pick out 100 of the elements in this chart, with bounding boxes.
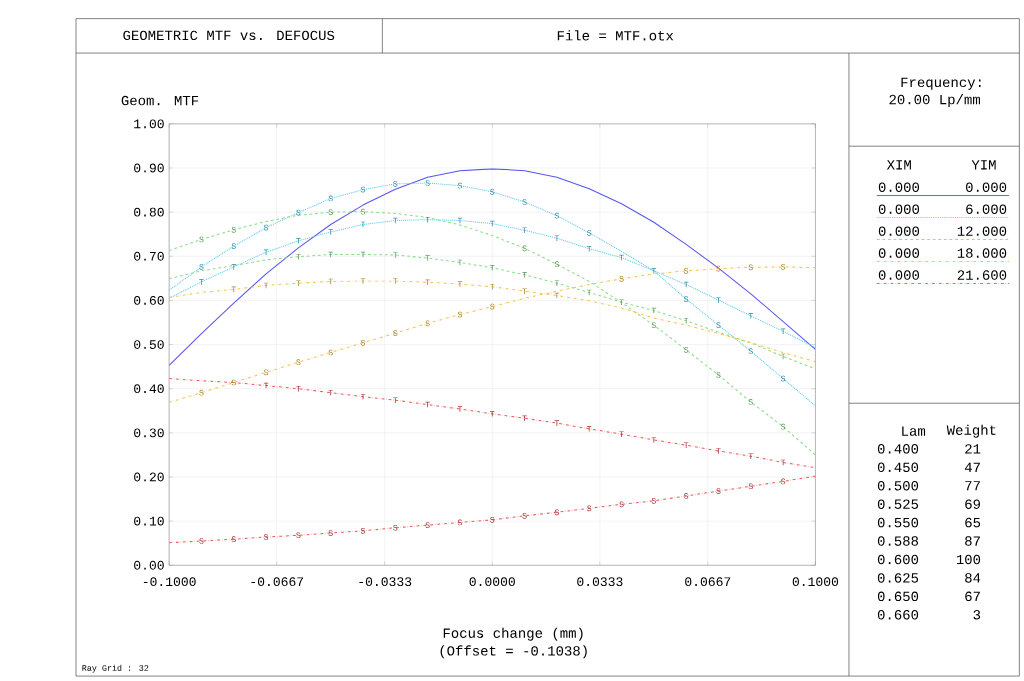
text: 21.600 [957,270,1007,280]
text: 67 [965,591,980,602]
text: S [748,348,753,355]
text: 12.000 [957,226,1007,236]
text: 65 [965,517,981,528]
text: S [522,513,527,519]
text: S [328,195,333,202]
y-tick-label: 0.60 [134,296,164,305]
text: S [231,379,236,386]
text: T [716,448,721,454]
text: T [780,328,786,335]
text: T [199,279,204,285]
text: S [393,181,398,187]
x-tick-label: -0.1000 [143,577,196,587]
text: 21 [965,444,981,454]
x-axis-title: Focus change (mm) [443,627,583,641]
text: 0.000 [878,182,920,193]
series-label: S [587,505,592,512]
text: Ray Grid : 32 [82,664,149,673]
text: S [296,359,301,366]
text: Weight [946,424,996,438]
text: S [748,264,753,271]
y-tick-label: 0.40 [134,384,164,394]
text: T [490,265,495,271]
text: T [554,420,560,427]
text: S [393,330,398,337]
y-tick-label: 1.00 [134,119,164,129]
x-tick-label: 0.0667 [685,577,731,587]
text: S [716,322,721,329]
text: 0.000 [878,248,920,258]
text: S [199,264,204,270]
text: S [328,349,333,356]
text: S [231,536,236,543]
text: 0.000 [878,270,920,280]
text: S [263,224,269,231]
text: S [360,340,366,346]
series-label: T [522,227,527,234]
text: 47 [964,462,980,473]
y-tick-label: 0.20 [134,472,164,482]
text: YIM [971,160,996,170]
text: S [780,478,786,485]
text: S [328,530,333,537]
series-label: T [263,382,269,389]
text: 18.000 [957,248,1007,258]
text: S [683,347,689,353]
text: S [716,372,721,378]
text: T [587,426,592,432]
text: T [296,280,301,287]
text: T [393,278,398,284]
text: S [651,322,656,329]
text: T [457,217,463,224]
y-tick-label: 0.50 [134,340,164,350]
text: 0.500 [877,481,919,491]
text: 0.450 [877,462,919,473]
text: S [716,488,721,495]
text: T [651,437,657,443]
text: S [554,509,559,516]
text: XIM [886,160,911,170]
text: 0.400 [877,444,919,454]
text: T [748,313,753,319]
text: S [683,493,689,499]
text: T [587,289,592,296]
text: S [296,532,301,539]
text: S [522,199,527,205]
text: T [490,284,495,290]
text: T [683,318,689,324]
text: T [296,238,301,244]
text: Frequency: [901,77,981,90]
text: T [619,254,624,261]
text: T [780,459,786,466]
text: T [457,281,463,287]
series-label: S [360,208,366,215]
text: S [522,245,527,252]
text: T [328,278,333,285]
text: T [587,246,592,252]
text: T [457,259,463,266]
text: T [619,431,624,438]
text: T [716,297,721,303]
y-tick-label: 0.00 [134,560,164,570]
text: T [490,220,495,227]
text: 6.000 [966,204,1007,215]
text: T [425,255,430,261]
text: T [231,264,236,270]
text: S [457,519,463,526]
text: 3 [973,610,981,620]
text: S [360,186,366,193]
x-tick-label: -0.0333 [359,577,412,587]
text: S [490,189,495,195]
text: S [296,209,301,216]
text: T [263,249,269,256]
text: 0.000 [966,182,1007,193]
text: T [554,292,560,299]
text: T [748,453,753,460]
text: 87 [965,536,980,546]
text: S [619,501,624,508]
text: S [619,276,624,282]
text: 0.550 [877,517,919,528]
text: T [393,397,398,404]
text: T [490,411,495,417]
x-tick-label: 0.0000 [469,577,515,587]
